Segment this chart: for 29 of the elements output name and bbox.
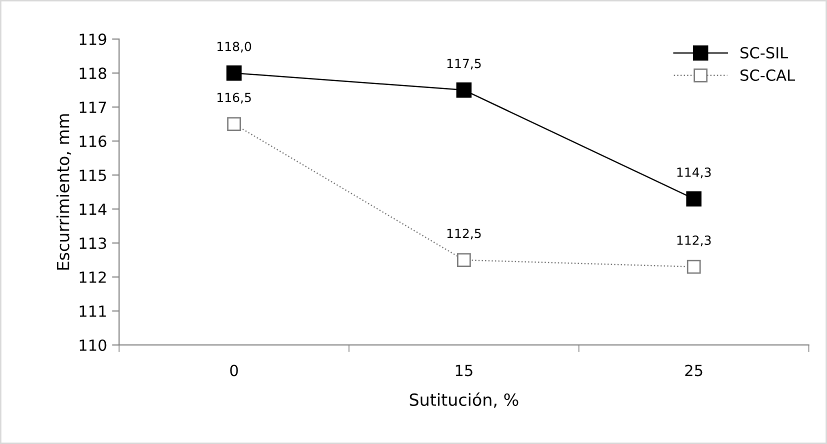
point [686,260,701,274]
y-tick-label: 114 [80,204,106,215]
data-label: 112,5 [447,228,481,240]
y-tick-label: 113 [80,237,106,250]
point [457,253,471,267]
data-label: 118,0 [218,42,252,52]
y-tick-label: 115 [80,170,106,182]
point [227,117,241,131]
data-label: 114,3 [677,168,711,178]
y-tick-label: 110 [80,339,106,352]
point [686,191,702,206]
y-tick-label: 117 [80,102,106,113]
data-label: 117,5 [447,58,481,70]
y-tick-label: 112 [80,271,106,283]
y-tick-label: 119 [80,34,106,46]
x-tick-label: 25 [685,364,702,376]
point [226,65,242,81]
y-tick-label: 116 [80,136,106,148]
x-tick-label: 0 [230,364,238,376]
x-axis-title: Sutitución, % [410,392,518,408]
data-label: 116,5 [218,92,251,104]
legend-label: SC-SIL [740,46,788,59]
y-tick-label: 118 [80,68,106,80]
y-axis-title: Escurrimiento, mm [56,114,72,270]
data-label: 112,3 [677,235,711,246]
point [456,82,472,98]
legend-label: SC-CAL [740,69,795,81]
x-tick-label: 15 [456,364,472,376]
y-tick-label: 111 [80,306,106,317]
